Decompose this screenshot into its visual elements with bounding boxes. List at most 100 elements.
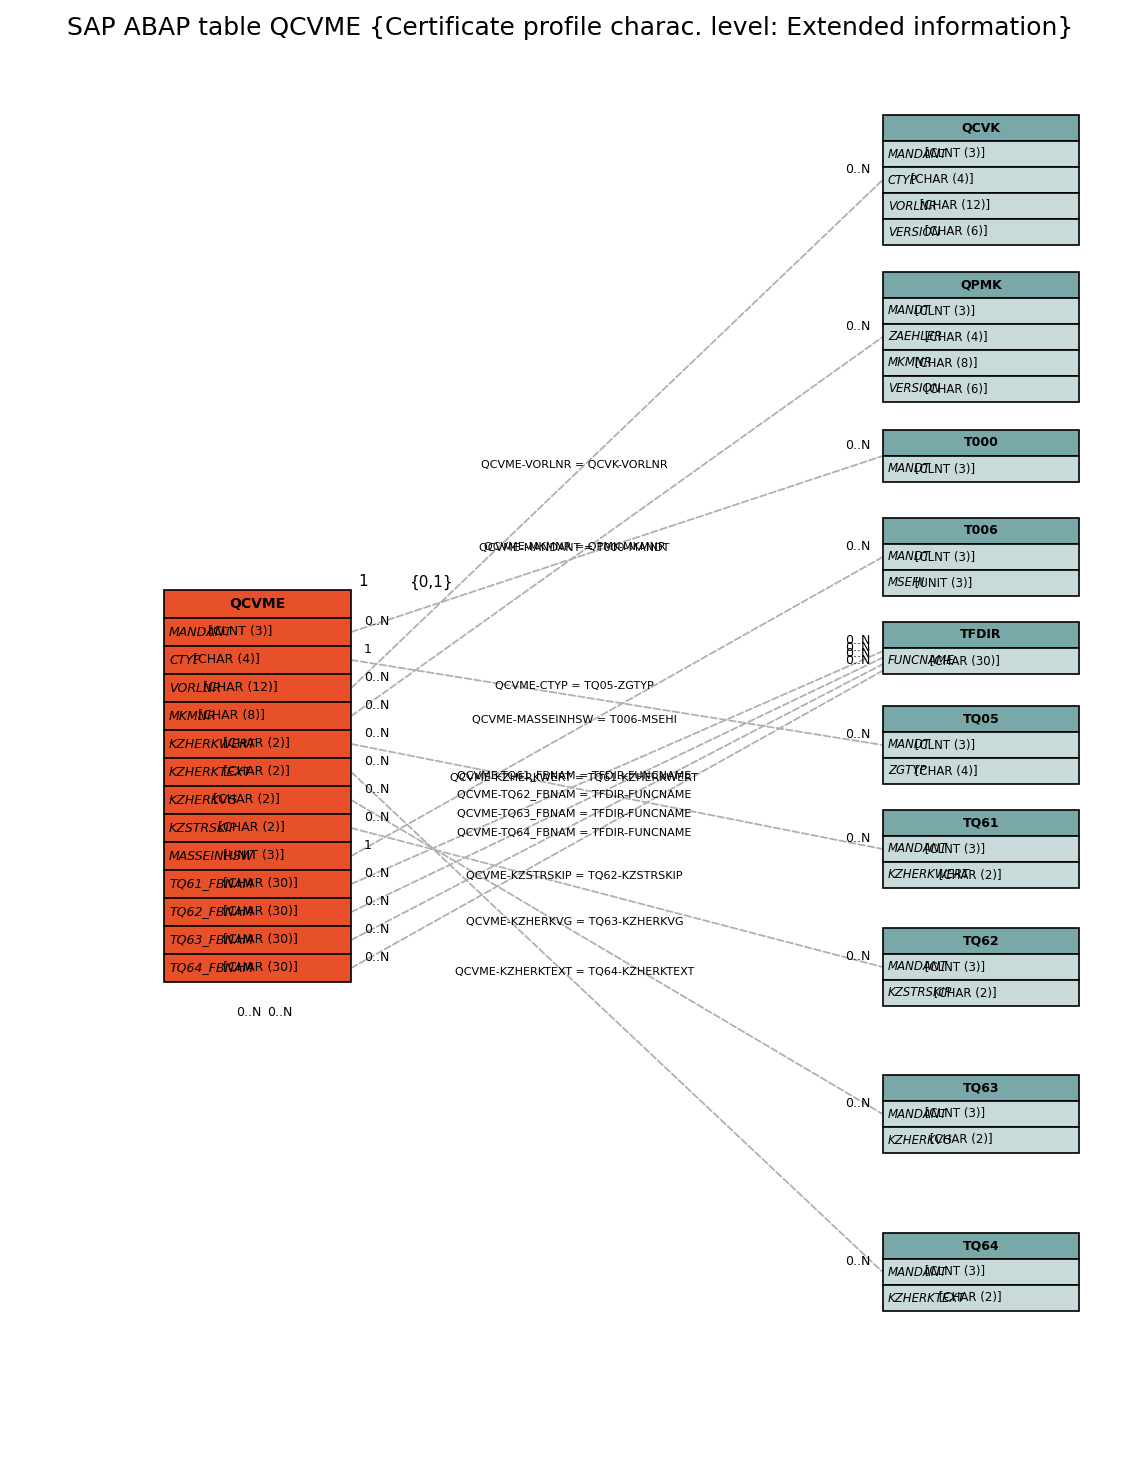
Text: 0..N: 0..N (364, 922, 389, 936)
Text: 0..N: 0..N (844, 832, 871, 845)
Bar (883, 980, 1079, 1005)
Text: [CHAR (30)]: [CHAR (30)] (219, 906, 298, 918)
Text: [CHAR (8)]: [CHAR (8)] (912, 356, 978, 369)
Text: KZSTRSKIP: KZSTRSKIP (888, 986, 953, 1000)
Bar (164, 899, 351, 925)
Text: [CHAR (6)]: [CHAR (6)] (921, 225, 987, 239)
Text: 0..N: 0..N (844, 540, 871, 553)
Text: [CHAR (2)]: [CHAR (2)] (934, 869, 1002, 881)
Text: QCVME-MANDANT = T000-MANDT: QCVME-MANDANT = T000-MANDT (479, 543, 670, 553)
Text: MKMNR: MKMNR (888, 356, 933, 369)
Bar (164, 842, 351, 871)
Bar (883, 836, 1079, 862)
Bar (883, 193, 1079, 219)
Text: TQ63: TQ63 (963, 1081, 1000, 1094)
Text: 0..N: 0..N (844, 320, 871, 334)
Text: KZHERKWERT: KZHERKWERT (169, 737, 257, 750)
Text: [CHAR (2)]: [CHAR (2)] (219, 765, 290, 779)
Text: TQ63_FBNAM: TQ63_FBNAM (169, 933, 253, 946)
Text: MANDT: MANDT (888, 463, 931, 476)
Bar (883, 1100, 1079, 1127)
Text: [CHAR (30)]: [CHAR (30)] (219, 961, 298, 974)
Text: [CLNT (3)]: [CLNT (3)] (921, 961, 985, 973)
Text: 0..N: 0..N (844, 635, 871, 647)
Bar (883, 350, 1079, 377)
Text: T000: T000 (963, 436, 998, 449)
Text: [CLNT (3)]: [CLNT (3)] (921, 1265, 985, 1278)
Text: VORLNR: VORLNR (169, 682, 221, 694)
Text: ZAEHLER: ZAEHLER (888, 331, 942, 344)
Text: [CHAR (12)]: [CHAR (12)] (199, 682, 277, 694)
Text: 0..N: 0..N (844, 654, 871, 667)
Text: [CHAR (2)]: [CHAR (2)] (925, 1133, 993, 1146)
Text: [CHAR (4)]: [CHAR (4)] (912, 765, 978, 777)
Text: QCVME-TQ61_FBNAM = TFDIR-FUNCNAME: QCVME-TQ61_FBNAM = TFDIR-FUNCNAME (458, 770, 691, 782)
Text: TQ05: TQ05 (963, 712, 1000, 725)
Text: 0..N: 0..N (364, 783, 389, 796)
Text: 0..N: 0..N (364, 896, 389, 908)
Text: [CHAR (2)]: [CHAR (2)] (930, 986, 997, 1000)
Text: CTYP: CTYP (169, 654, 201, 666)
Text: [CHAR (30)]: [CHAR (30)] (219, 878, 298, 890)
Text: [CHAR (2)]: [CHAR (2)] (209, 793, 280, 807)
Bar (883, 954, 1079, 980)
Bar (883, 518, 1079, 544)
Text: [CLNT (3)]: [CLNT (3)] (921, 842, 985, 856)
Text: [CLNT (3)]: [CLNT (3)] (912, 739, 976, 752)
Text: MANDANT: MANDANT (169, 626, 233, 639)
Text: [UNIT (3)]: [UNIT (3)] (912, 577, 973, 590)
Text: [CLNT (3)]: [CLNT (3)] (921, 147, 985, 160)
Text: KZHERKVG: KZHERKVG (888, 1133, 953, 1146)
Text: QCVME-KZSTRSKIP = TQ62-KZSTRSKIP: QCVME-KZSTRSKIP = TQ62-KZSTRSKIP (467, 872, 682, 881)
Text: VERSION: VERSION (888, 225, 940, 239)
Bar (164, 673, 351, 701)
Text: [CLNT (3)]: [CLNT (3)] (912, 304, 976, 317)
Text: 0..N: 0..N (844, 728, 871, 742)
Text: QCVME-KZHERKTEXT = TQ64-KZHERKTEXT: QCVME-KZHERKTEXT = TQ64-KZHERKTEXT (455, 967, 694, 977)
Text: MANDANT: MANDANT (888, 1108, 948, 1121)
Bar (164, 758, 351, 786)
Text: MANDANT: MANDANT (888, 1265, 948, 1278)
Bar (883, 116, 1079, 141)
Text: 0..N: 0..N (844, 439, 871, 452)
Text: FUNCNAME: FUNCNAME (888, 654, 955, 667)
Text: TQ62_FBNAM: TQ62_FBNAM (169, 906, 253, 918)
Bar (883, 455, 1079, 482)
Text: [CHAR (6)]: [CHAR (6)] (921, 383, 987, 396)
Text: 0..N: 0..N (844, 951, 871, 962)
Text: TQ61_FBNAM: TQ61_FBNAM (169, 878, 253, 890)
Text: 0..N: 0..N (364, 698, 389, 712)
Bar (883, 928, 1079, 954)
Text: KZSTRSKIP: KZSTRSKIP (169, 822, 237, 835)
Bar (883, 1259, 1079, 1284)
Text: TQ62: TQ62 (963, 934, 1000, 948)
Text: CTYP: CTYP (888, 174, 917, 187)
Bar (883, 377, 1079, 402)
Text: 0..N: 0..N (364, 951, 389, 964)
Text: MKMNR: MKMNR (169, 709, 217, 722)
Text: MASSEINHSW: MASSEINHSW (169, 850, 254, 863)
Text: [CHAR (2)]: [CHAR (2)] (219, 737, 290, 750)
Text: [CLNT (3)]: [CLNT (3)] (912, 463, 976, 476)
Text: 0..N: 0..N (844, 163, 871, 176)
Text: QCVME-TQ64_FBNAM = TFDIR-FUNCNAME: QCVME-TQ64_FBNAM = TFDIR-FUNCNAME (458, 828, 691, 838)
Bar (883, 862, 1079, 888)
Text: KZHERKTEXT: KZHERKTEXT (888, 1292, 965, 1305)
Bar (164, 618, 351, 647)
Text: [CHAR (4)]: [CHAR (4)] (921, 331, 987, 344)
Bar (883, 168, 1079, 193)
Text: QCVME-KZHERKVG = TQ63-KZHERKVG: QCVME-KZHERKVG = TQ63-KZHERKVG (466, 916, 683, 927)
Text: [CLNT (3)]: [CLNT (3)] (921, 1108, 985, 1121)
Bar (883, 323, 1079, 350)
Bar (164, 954, 351, 982)
Text: 0..N: 0..N (844, 647, 871, 660)
Bar (164, 701, 351, 730)
Text: TFDIR: TFDIR (960, 629, 1002, 642)
Text: 0..N: 0..N (364, 727, 389, 740)
Text: [CHAR (12)]: [CHAR (12)] (916, 200, 990, 212)
Text: 0..N: 0..N (364, 868, 389, 879)
Text: SAP ABAP table QCVME {Certificate profile charac. level: Extended information}: SAP ABAP table QCVME {Certificate profil… (67, 16, 1074, 40)
Text: QCVME-CTYP = TQ05-ZGTYP: QCVME-CTYP = TQ05-ZGTYP (495, 681, 654, 691)
Text: TQ64_FBNAM: TQ64_FBNAM (169, 961, 253, 974)
Bar (883, 758, 1079, 785)
